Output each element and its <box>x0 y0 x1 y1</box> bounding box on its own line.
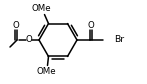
Text: OMe: OMe <box>37 67 56 76</box>
Text: O: O <box>26 36 32 45</box>
Text: OMe: OMe <box>32 4 51 13</box>
Text: O: O <box>13 20 19 29</box>
Text: Br: Br <box>114 36 124 45</box>
Text: O: O <box>88 20 94 29</box>
